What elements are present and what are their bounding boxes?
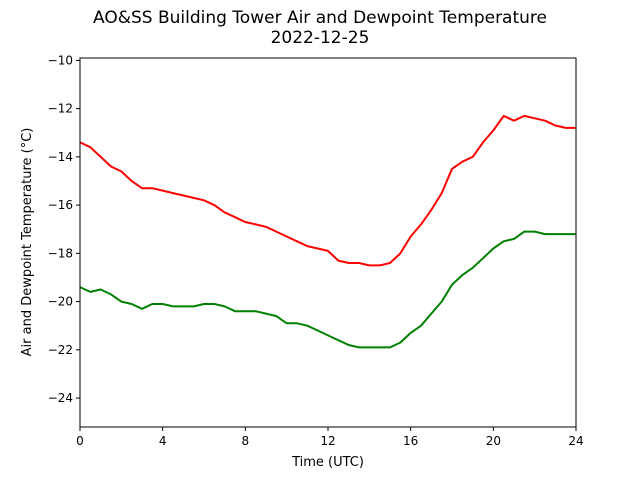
x-axis-label: Time (UTC) xyxy=(291,455,364,470)
y-tick-label: −16 xyxy=(48,198,73,212)
y-tick-label: −22 xyxy=(48,343,73,357)
series-line-1 xyxy=(79,230,576,349)
x-tick-label: 24 xyxy=(568,434,583,448)
chart-title: AO&SS Building Tower Air and Dewpoint Te… xyxy=(92,8,547,28)
y-axis-label: Air and Dewpoint Temperature (°C) xyxy=(20,128,35,357)
series-line-0 xyxy=(79,114,576,267)
x-tick-label: 8 xyxy=(242,434,250,448)
y-tick-label: −24 xyxy=(48,391,73,405)
chart-subtitle: 2022-12-25 xyxy=(270,28,370,48)
x-axis: 0 4 8 12 16 20 24 xyxy=(76,427,584,448)
x-tick-label: 0 xyxy=(76,434,84,448)
x-tick-label: 12 xyxy=(320,434,335,448)
y-tick-label: −20 xyxy=(48,295,73,309)
x-tick-label: 16 xyxy=(403,434,418,448)
y-tick-label: −12 xyxy=(48,102,73,116)
y-tick-label: −10 xyxy=(48,53,73,67)
x-tick-label: 20 xyxy=(486,434,501,448)
series-layer xyxy=(79,114,576,349)
y-tick-label: −14 xyxy=(48,150,73,164)
y-tick-label: −18 xyxy=(48,246,73,260)
y-axis: −24 −22 −20 −18 −16 −14 −12 −10 xyxy=(48,53,80,405)
x-tick-label: 4 xyxy=(159,434,167,448)
